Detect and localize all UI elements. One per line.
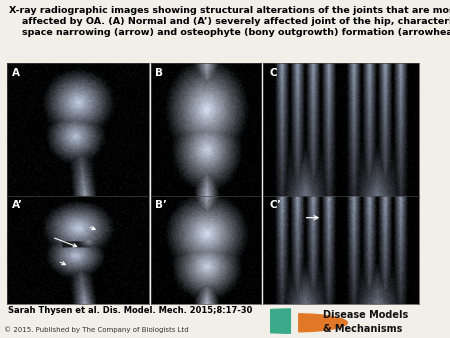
Text: Sarah Thysen et al. Dis. Model. Mech. 2015;8:17-30: Sarah Thysen et al. Dis. Model. Mech. 20…	[8, 306, 253, 315]
Text: A: A	[13, 68, 20, 78]
Wedge shape	[298, 313, 348, 333]
Text: Disease Models: Disease Models	[323, 310, 408, 320]
Text: C’: C’	[270, 200, 281, 210]
Text: © 2015. Published by The Company of Biologists Ltd: © 2015. Published by The Company of Biol…	[4, 326, 189, 333]
Text: X-ray radiographic images showing structural alterations of the joints that are : X-ray radiographic images showing struct…	[9, 6, 450, 37]
Wedge shape	[225, 308, 291, 334]
Text: & Mechanisms: & Mechanisms	[323, 323, 402, 334]
Text: A’: A’	[13, 200, 23, 210]
Text: C: C	[270, 68, 277, 78]
Text: B’: B’	[155, 200, 167, 210]
Text: B: B	[155, 68, 163, 78]
